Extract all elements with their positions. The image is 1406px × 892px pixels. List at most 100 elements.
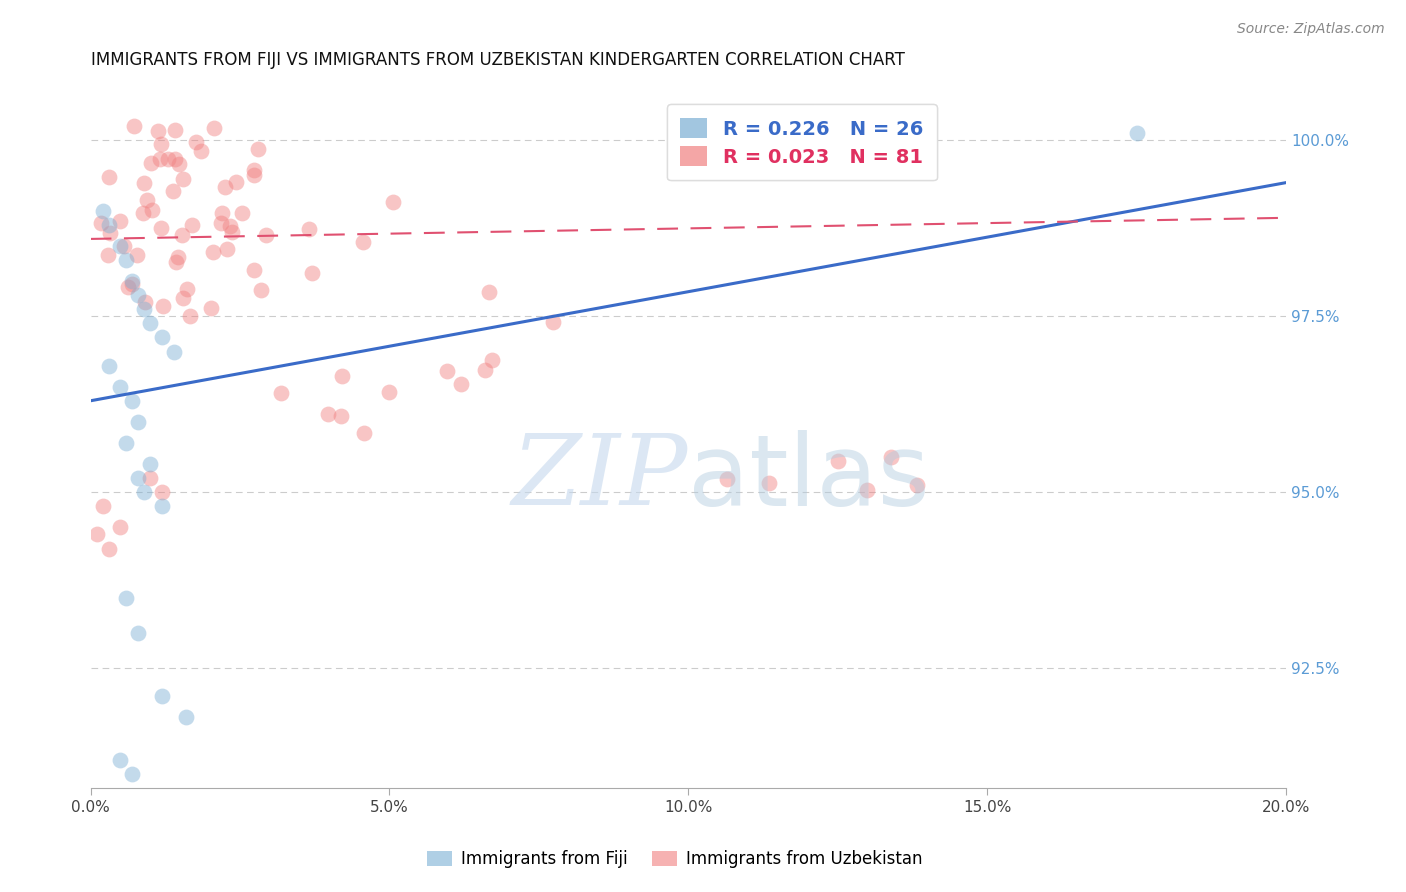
Point bbox=[243, 163, 266, 178]
Point bbox=[214, 179, 236, 194]
Point bbox=[115, 253, 138, 268]
Point bbox=[716, 472, 738, 486]
Point bbox=[150, 330, 173, 344]
Point bbox=[162, 185, 184, 199]
Point bbox=[112, 238, 135, 252]
Point bbox=[149, 136, 172, 151]
Point bbox=[146, 124, 169, 138]
Point bbox=[316, 407, 339, 421]
Legend: Immigrants from Fiji, Immigrants from Uzbekistan: Immigrants from Fiji, Immigrants from Uz… bbox=[420, 844, 929, 875]
Point bbox=[254, 227, 277, 242]
Point bbox=[209, 216, 232, 230]
Point bbox=[91, 500, 114, 514]
Point bbox=[436, 364, 458, 378]
Point bbox=[98, 169, 121, 184]
Point bbox=[352, 235, 374, 250]
Point bbox=[157, 153, 180, 167]
Point bbox=[231, 206, 253, 220]
Point bbox=[201, 245, 224, 260]
Point bbox=[381, 195, 404, 210]
Point bbox=[121, 274, 143, 288]
Point bbox=[163, 344, 186, 359]
Text: ZIP: ZIP bbox=[512, 431, 689, 525]
Point bbox=[179, 309, 201, 323]
Point bbox=[880, 450, 903, 465]
Point bbox=[905, 477, 928, 491]
Point bbox=[127, 471, 149, 485]
Point bbox=[115, 591, 138, 605]
Point bbox=[353, 425, 375, 440]
Point bbox=[481, 353, 503, 368]
Point bbox=[139, 156, 162, 170]
Point bbox=[250, 284, 273, 298]
Point bbox=[242, 168, 264, 182]
Point bbox=[172, 291, 194, 305]
Point bbox=[298, 222, 321, 236]
Point bbox=[174, 710, 197, 724]
Point bbox=[450, 376, 472, 391]
Point bbox=[134, 485, 156, 500]
Point bbox=[127, 415, 149, 429]
Point bbox=[246, 142, 269, 156]
Point bbox=[301, 267, 323, 281]
Point bbox=[117, 280, 139, 294]
Point bbox=[478, 285, 501, 300]
Point bbox=[134, 177, 156, 191]
Point bbox=[243, 263, 266, 277]
Point bbox=[98, 226, 121, 240]
Point bbox=[180, 218, 202, 232]
Point bbox=[150, 690, 173, 704]
Point bbox=[91, 203, 114, 218]
Point bbox=[132, 206, 155, 220]
Text: IMMIGRANTS FROM FIJI VS IMMIGRANTS FROM UZBEKISTAN KINDERGARTEN CORRELATION CHAR: IMMIGRANTS FROM FIJI VS IMMIGRANTS FROM … bbox=[90, 51, 904, 69]
Point bbox=[827, 453, 849, 467]
Point bbox=[184, 135, 207, 149]
Point bbox=[163, 123, 186, 137]
Point bbox=[97, 218, 120, 232]
Point bbox=[110, 753, 132, 767]
Point bbox=[758, 475, 780, 490]
Point bbox=[190, 144, 212, 158]
Point bbox=[170, 227, 193, 242]
Point bbox=[541, 315, 564, 329]
Point bbox=[152, 299, 174, 313]
Point bbox=[202, 121, 225, 136]
Text: atlas: atlas bbox=[689, 430, 929, 526]
Point bbox=[149, 153, 172, 167]
Point bbox=[90, 216, 112, 230]
Point bbox=[856, 483, 879, 498]
Point bbox=[139, 457, 162, 471]
Point bbox=[211, 206, 233, 220]
Point bbox=[122, 119, 145, 133]
Point bbox=[270, 386, 292, 401]
Point bbox=[110, 380, 132, 394]
Point bbox=[97, 248, 120, 262]
Point bbox=[115, 436, 138, 450]
Point bbox=[86, 527, 108, 541]
Point bbox=[169, 156, 191, 170]
Point bbox=[215, 242, 238, 256]
Legend: R = 0.226   N = 26, R = 0.023   N = 81: R = 0.226 N = 26, R = 0.023 N = 81 bbox=[666, 104, 936, 180]
Point bbox=[139, 471, 162, 485]
Point bbox=[97, 359, 120, 373]
Point bbox=[166, 250, 188, 264]
Point bbox=[225, 175, 247, 189]
Point bbox=[150, 221, 173, 235]
Point bbox=[141, 202, 163, 217]
Point bbox=[110, 520, 132, 534]
Point bbox=[150, 500, 173, 514]
Point bbox=[330, 369, 353, 384]
Point bbox=[127, 288, 149, 302]
Point bbox=[165, 255, 187, 269]
Point bbox=[1125, 127, 1147, 141]
Point bbox=[165, 152, 187, 166]
Point bbox=[121, 766, 143, 780]
Point bbox=[134, 294, 156, 309]
Text: Source: ZipAtlas.com: Source: ZipAtlas.com bbox=[1237, 22, 1385, 37]
Point bbox=[150, 485, 173, 500]
Point bbox=[108, 213, 131, 227]
Point bbox=[97, 541, 120, 556]
Point bbox=[172, 172, 194, 186]
Point bbox=[110, 239, 132, 253]
Point bbox=[121, 277, 143, 291]
